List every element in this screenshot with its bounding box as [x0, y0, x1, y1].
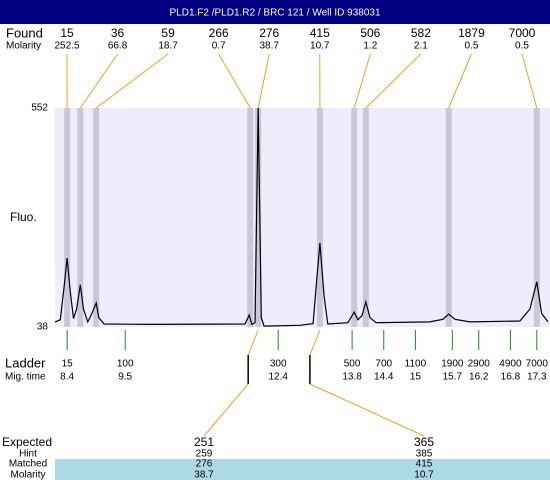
- peak-band: [64, 108, 71, 327]
- found-molarity: 0.7: [212, 41, 226, 52]
- expected-row-label: Expected: [2, 435, 52, 449]
- ladder-label: Ladder: [5, 355, 46, 370]
- plot-area: [55, 108, 550, 327]
- ladder-size: 7000: [526, 359, 549, 370]
- molarity-label: Molarity: [6, 41, 41, 52]
- matched-rows-bg: [55, 459, 550, 480]
- ladder-mig-time: 16.8: [501, 372, 521, 383]
- ladder-size: 300: [270, 359, 287, 370]
- expected-row-label: Molarity: [10, 470, 45, 480]
- expected-row-label: Matched: [9, 459, 47, 470]
- found-molarity: 0.5: [515, 41, 529, 52]
- found-size: 36: [111, 26, 125, 40]
- peak-band: [77, 108, 84, 327]
- peak-connector: [257, 53, 270, 109]
- peak-band: [362, 108, 369, 327]
- trace: [54, 107, 549, 327]
- peak-connector: [521, 53, 538, 109]
- found-size: 1879: [458, 26, 485, 40]
- ladder-mig-time: 15: [410, 372, 422, 383]
- found-molarity: 66.8: [108, 41, 128, 52]
- expected-hint: 259: [196, 449, 213, 460]
- ladder-mig-time: 13.8: [342, 372, 362, 383]
- peak-band: [351, 108, 358, 327]
- peak-connector: [448, 53, 472, 109]
- ladder-size: 700: [375, 359, 392, 370]
- peak-band: [255, 108, 262, 327]
- expected-hint: 385: [416, 449, 433, 460]
- header-bar: [0, 0, 550, 24]
- found-size: 59: [161, 26, 175, 40]
- ladder-size: 4900: [499, 359, 522, 370]
- match-connector: [309, 383, 425, 437]
- found-molarity: 38.7: [259, 41, 279, 52]
- peak-band: [316, 108, 323, 327]
- found-size: 276: [259, 26, 279, 40]
- expected-row-label: Hint: [19, 449, 37, 460]
- peak-connector: [218, 53, 251, 109]
- peak-connector: [95, 53, 169, 109]
- ladder-mig-time: 17.3: [527, 372, 547, 383]
- expected-molarity: 10.7: [414, 470, 434, 480]
- peak-connector: [79, 53, 118, 109]
- ladder-mig-time: 9.5: [118, 372, 132, 383]
- ladder-mig-time: 16.2: [469, 372, 489, 383]
- found-molarity: 1.2: [363, 41, 377, 52]
- peak-connector: [365, 53, 422, 109]
- y-axis-label: Fluo.: [10, 210, 37, 224]
- peak-band: [445, 108, 452, 327]
- match-connector: [309, 329, 321, 356]
- y-tick-label: 38: [37, 322, 49, 333]
- ladder-size: 100: [117, 359, 134, 370]
- y-tick-label: 552: [31, 103, 48, 114]
- expected-matched: 276: [196, 459, 213, 470]
- found-molarity: 18.7: [158, 41, 178, 52]
- found-size: 7000: [509, 26, 536, 40]
- ladder-mig-time: 8.4: [60, 372, 74, 383]
- ladder-mig-time: 15.7: [443, 372, 463, 383]
- peak-band: [93, 108, 100, 327]
- match-connector: [247, 329, 259, 356]
- found-size: 415: [310, 26, 330, 40]
- found-molarity: 2.1: [414, 41, 428, 52]
- found-label: Found: [6, 25, 43, 40]
- found-molarity: 252.5: [54, 41, 79, 52]
- ladder-size: 500: [344, 359, 361, 370]
- match-connector: [203, 383, 249, 437]
- found-size: 266: [209, 26, 229, 40]
- expected-molarity: 38.7: [194, 470, 214, 480]
- found-size: 15: [60, 26, 74, 40]
- expected-matched: 415: [416, 459, 433, 470]
- ladder-mig-time: 12.4: [268, 372, 288, 383]
- expected-expected: 251: [194, 435, 214, 449]
- peak-connector: [353, 53, 371, 109]
- ladder-size: 2900: [468, 359, 491, 370]
- expected-expected: 365: [414, 435, 434, 449]
- found-molarity: 0.5: [464, 41, 478, 52]
- found-size: 506: [360, 26, 380, 40]
- mig-time-label: Mig. time: [5, 372, 46, 383]
- found-size: 582: [411, 26, 431, 40]
- chart-title: PLD1.F2 /PLD1.R2 / BRC 121 / Well ID 938…: [169, 8, 380, 19]
- ladder-size: 15: [62, 359, 74, 370]
- peak-band: [533, 108, 540, 327]
- ladder-size: 1100: [405, 359, 427, 370]
- peak-band: [247, 108, 254, 327]
- ladder-size: 1900: [441, 359, 464, 370]
- found-molarity: 10.7: [310, 41, 330, 52]
- ladder-mig-time: 14.4: [374, 372, 394, 383]
